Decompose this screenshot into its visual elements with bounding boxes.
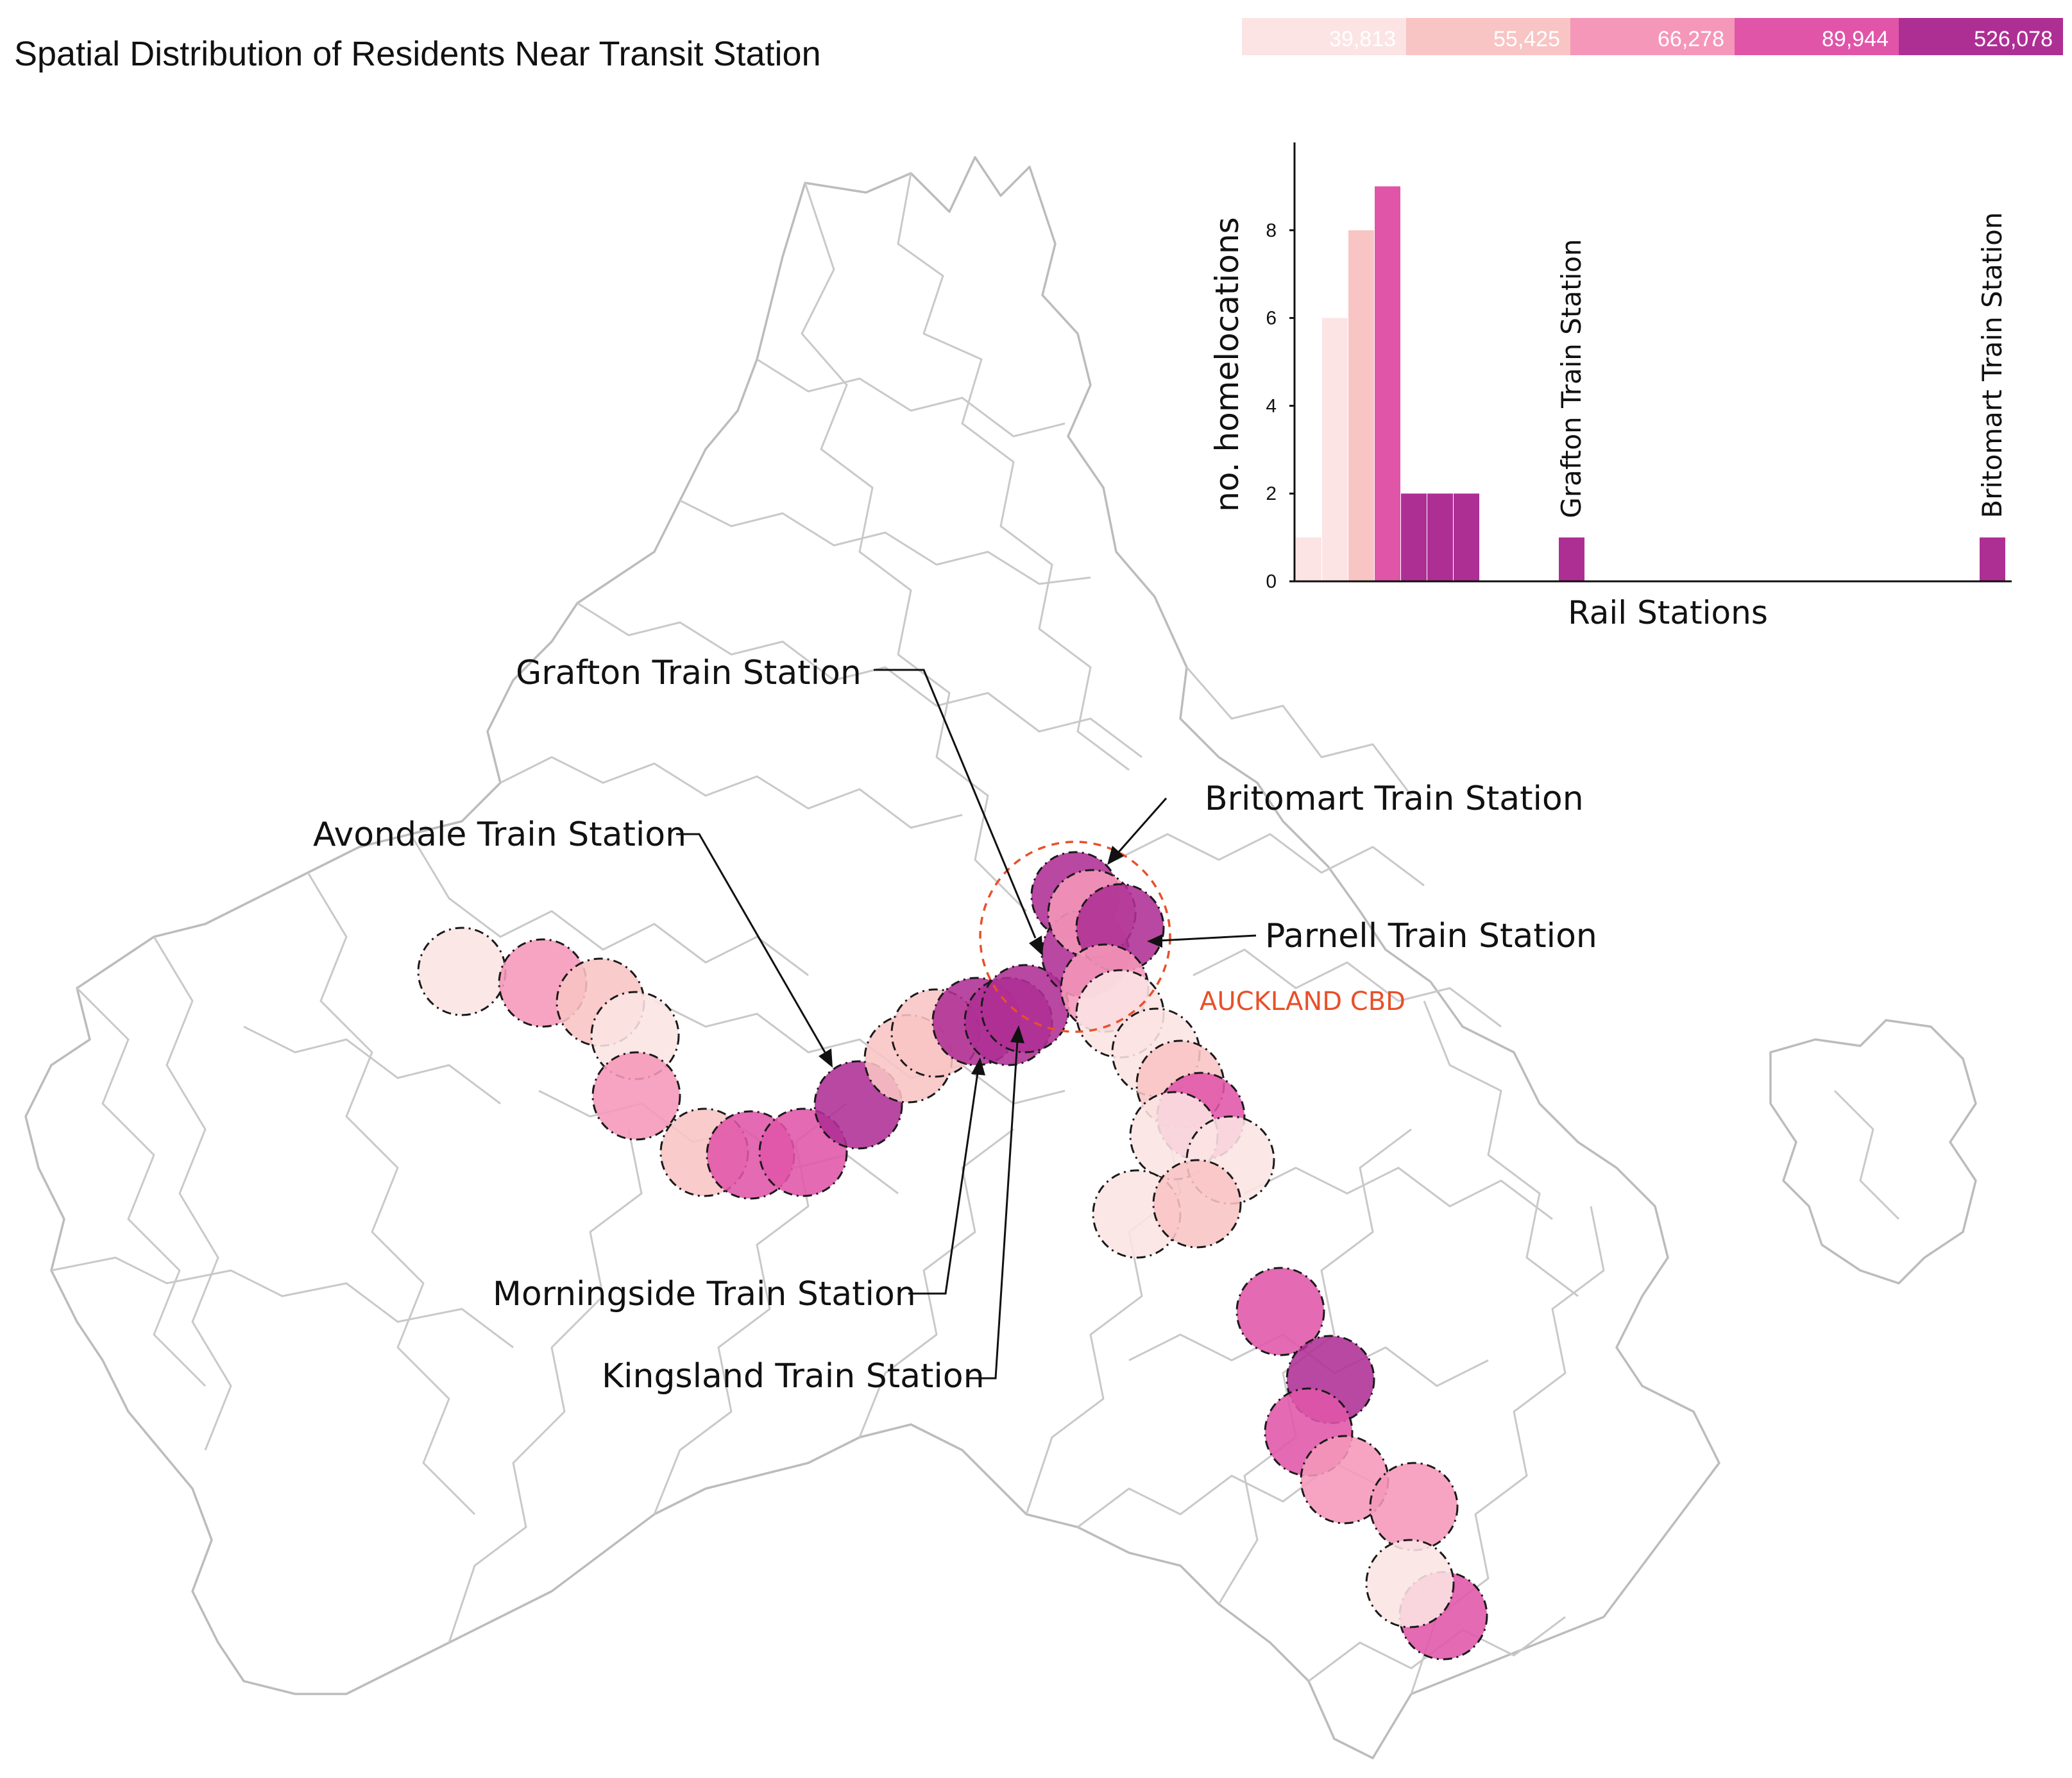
- catchment-circle: [1236, 1267, 1325, 1356]
- suburb-line: [1116, 833, 1425, 887]
- legend-swatch-4: [1735, 18, 1899, 55]
- suburb-line: [679, 499, 1091, 585]
- eastern-island-outline: [1769, 1019, 1977, 1285]
- chart-bar: [1375, 186, 1400, 581]
- cbd-label: AUCKLAND CBD: [1200, 987, 1405, 1016]
- x-axis-title: Rail Stations: [1568, 594, 1768, 631]
- y-tick-label: 8: [1266, 220, 1277, 241]
- avondale-leader: [676, 833, 826, 1053]
- legend-break-3: 66,278: [1658, 27, 1724, 51]
- morningside-leader: [908, 1072, 979, 1295]
- chart-bar: [1427, 493, 1453, 581]
- suburb-line: [654, 1000, 1066, 1105]
- morningside-arrowhead: [971, 1057, 985, 1075]
- catchment-circle: [1152, 1159, 1242, 1249]
- suburb-line: [897, 173, 1130, 771]
- suburb-line: [858, 1128, 1014, 1438]
- suburb-line: [243, 1025, 501, 1105]
- station-label-parnell: Parnell Train Station: [1265, 917, 1597, 955]
- britomart-arrowhead: [1107, 846, 1124, 865]
- catchment-circle: [591, 1051, 681, 1141]
- color-legend: 39,813 55,425 66,278 89,944 526,078: [1242, 18, 2063, 55]
- suburb-boundaries: [24, 156, 1977, 1759]
- figure-title: Spatial Distribution of Residents Near T…: [14, 35, 821, 73]
- parnell-leader: [1158, 934, 1257, 942]
- chart-bar: [1559, 537, 1584, 581]
- station-label-kingsland: Kingsland Train Station: [602, 1357, 985, 1396]
- suburb-line: [1244, 1167, 1553, 1220]
- suburb-line: [1185, 667, 1413, 796]
- y-axis-ticks: 0 2 4 6 8: [1266, 220, 1295, 592]
- suburb-line: [1833, 1090, 1900, 1220]
- station-label-morningside: Morningside Train Station: [493, 1275, 916, 1313]
- catchment-circle: [1365, 1539, 1455, 1628]
- britomart-leader: [1116, 798, 1168, 854]
- y-axis-title: no. homelocations: [1209, 217, 1246, 511]
- suburb-line: [577, 602, 1142, 758]
- bar-labels: Grafton Train Station Britomart Train Sta…: [1556, 212, 2008, 518]
- station-label-britomart: Britomart Train Station: [1205, 780, 1584, 818]
- legend-swatch-5: [1899, 18, 2063, 55]
- cbd-boundary: [979, 841, 1171, 1033]
- suburb-line: [51, 1256, 514, 1349]
- station-annotations: Grafton Train Station Britomart Train St…: [313, 654, 1597, 1396]
- suburb-line: [409, 833, 809, 977]
- chart-bars: [1296, 186, 2005, 581]
- chart-bar: [1454, 493, 1479, 581]
- suburb-line: [307, 872, 476, 1516]
- chart-bar: [1296, 537, 1321, 581]
- legend-break-5: 526,078: [1974, 27, 2053, 51]
- suburb-line: [153, 936, 232, 1451]
- suburb-line: [756, 358, 1066, 438]
- y-tick-label: 2: [1266, 483, 1277, 504]
- chart-bar: [1348, 230, 1374, 581]
- inset-bar-chart: 0 2 4 6 8 Grafton Train Station Britomart Tra…: [1209, 128, 2021, 631]
- suburb-line: [801, 182, 1028, 912]
- suburb-line: [500, 756, 963, 829]
- station-label-grafton: Grafton Train Station: [516, 654, 862, 692]
- kingsland-leader: [969, 1040, 1019, 1380]
- suburb-line: [1193, 948, 1502, 1028]
- y-tick-label: 4: [1266, 395, 1277, 416]
- legend-swatch-3: [1570, 18, 1735, 55]
- suburb-line: [76, 987, 207, 1387]
- chart-bar: [1322, 318, 1348, 581]
- cbd-zone: AUCKLAND CBD: [979, 841, 1405, 1033]
- y-tick-label: 0: [1266, 571, 1277, 592]
- chart-bar: [1401, 493, 1427, 581]
- chart-bar: [1980, 537, 2005, 581]
- catchment-circle: [417, 927, 507, 1016]
- region-outline: [24, 156, 1720, 1759]
- catchment-circle: [1369, 1462, 1459, 1551]
- suburb-line: [448, 1129, 643, 1643]
- grafton-arrowhead: [1029, 936, 1043, 956]
- bar-station-label: Britomart Train Station: [1976, 212, 2008, 518]
- legend-swatch-2: [1406, 18, 1570, 55]
- y-tick-label: 6: [1266, 308, 1277, 329]
- parnell-arrowhead: [1147, 934, 1162, 948]
- legend-break-2: 55,425: [1493, 27, 1560, 51]
- avondale-arrowhead: [819, 1048, 833, 1068]
- station-label-avondale: Avondale Train Station: [313, 816, 686, 854]
- kingsland-arrowhead: [1010, 1025, 1024, 1043]
- legend-swatch-1: [1242, 18, 1406, 55]
- legend-break-1: 39,813: [1329, 27, 1396, 51]
- legend-break-4: 89,944: [1822, 27, 1889, 51]
- bar-station-label: Grafton Train Station: [1556, 239, 1587, 518]
- suburb-line: [1423, 1000, 1579, 1297]
- station-catchments: [417, 851, 1488, 1661]
- grafton-leader: [874, 669, 1037, 939]
